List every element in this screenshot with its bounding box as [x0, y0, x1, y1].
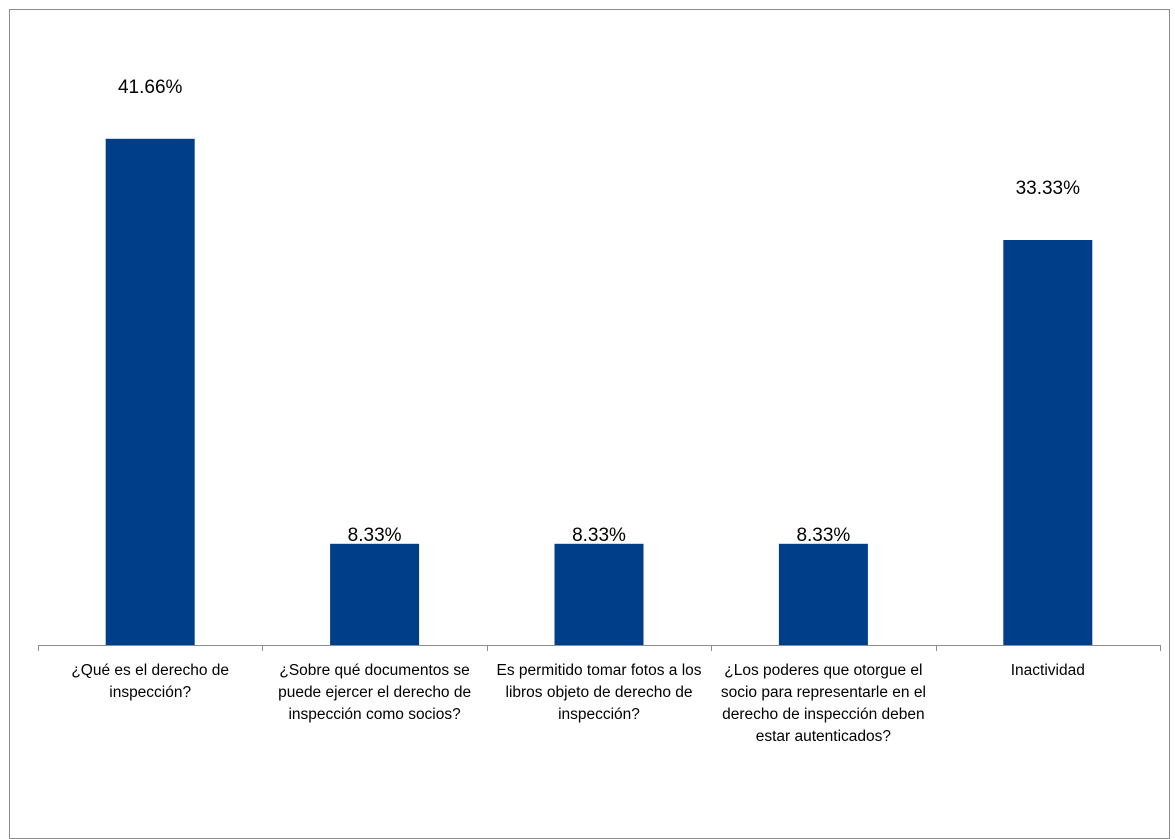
- data-label: 33.33%: [1016, 178, 1081, 199]
- bar: [778, 543, 868, 645]
- data-label: 8.33%: [796, 525, 850, 546]
- x-axis: [38, 645, 1161, 651]
- bar: [1003, 240, 1093, 645]
- category-label: ¿Sobre qué documentos se puede ejercer e…: [278, 662, 472, 723]
- data-label: 8.33%: [348, 525, 402, 546]
- category-label: ¿Qué es el derecho de inspección?: [71, 662, 230, 701]
- category-label: ¿Los poderes que otorgue el socio para r…: [720, 662, 926, 745]
- data-labels-layer: 41.66% 8.33% 8.33% 8.33% 33.33%: [118, 77, 1080, 546]
- data-label: 8.33%: [572, 525, 626, 546]
- chart-frame: [9, 9, 1170, 839]
- category-label: Inactividad: [1010, 662, 1085, 679]
- bar: [330, 543, 420, 645]
- data-label: 41.66%: [118, 77, 183, 98]
- category-label: Es permitido tomar fotos a los libros ob…: [496, 662, 702, 723]
- bar: [105, 138, 195, 646]
- bar: [554, 543, 644, 645]
- bars-layer: [105, 138, 1093, 646]
